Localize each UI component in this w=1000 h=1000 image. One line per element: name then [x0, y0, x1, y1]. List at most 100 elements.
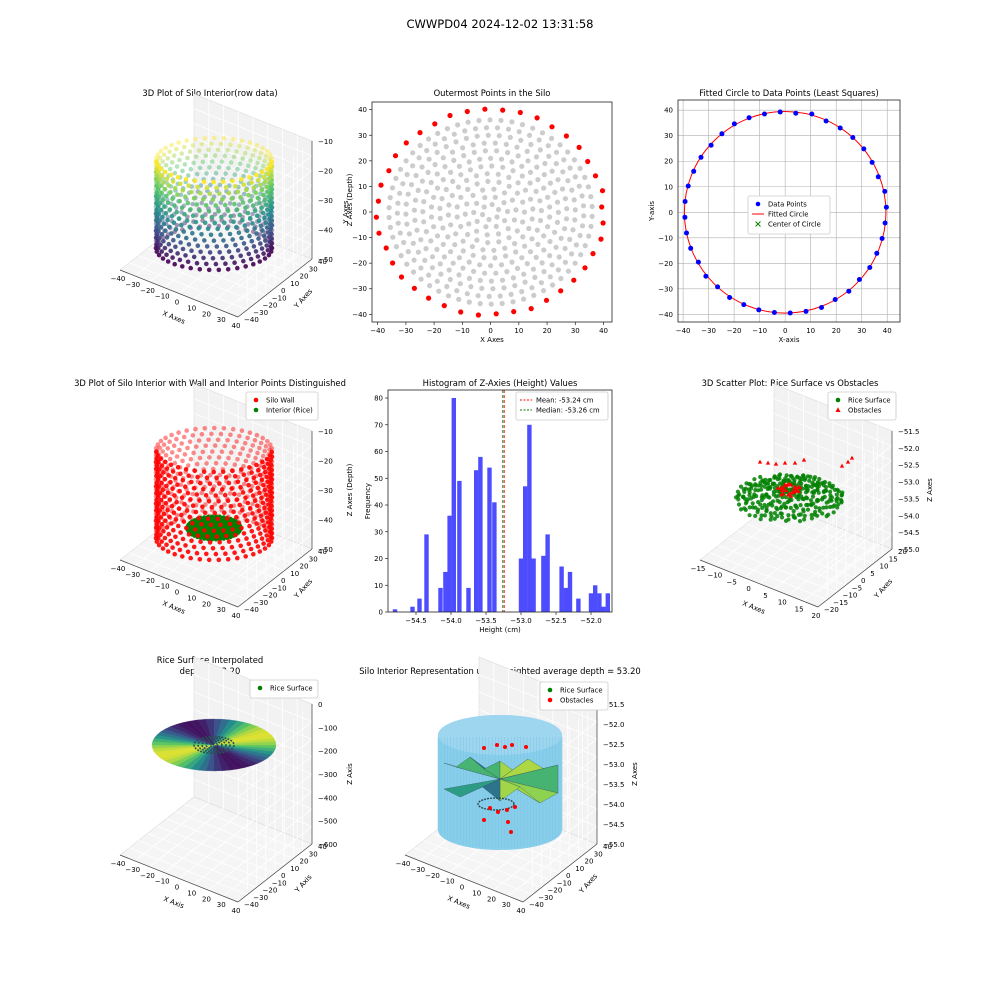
interior-point [386, 205, 392, 211]
interior-point [483, 125, 490, 131]
interior-point [444, 126, 450, 132]
data-point [235, 166, 240, 172]
rice-surface-point [764, 492, 769, 497]
wall-point [265, 520, 271, 525]
interior-point [437, 261, 443, 267]
z-tick-label: 0 [318, 701, 322, 709]
y-axis-label: Y Axis [293, 873, 314, 895]
data-point [682, 199, 688, 204]
data-point [856, 277, 862, 282]
data-point [186, 173, 191, 178]
panel-title: Outermost Points in the Silo [434, 88, 551, 98]
interior-point [522, 243, 528, 249]
rice-surface-point [796, 497, 801, 502]
wall-point [232, 474, 238, 479]
legend-label: Silo Wall [266, 396, 295, 404]
outermost-point [383, 245, 389, 251]
rice-surface-point [816, 484, 821, 489]
wall-point [157, 466, 162, 472]
data-point [267, 221, 273, 227]
interior-point [542, 160, 548, 167]
interior-point [434, 149, 440, 155]
wall-point [257, 445, 262, 451]
wall-point [184, 508, 190, 513]
data-point [191, 196, 197, 201]
rice-surface-point [747, 481, 752, 487]
interior-point [458, 194, 464, 200]
histogram-bar [457, 480, 462, 612]
rice-surface-point [768, 477, 773, 483]
data-point [217, 250, 222, 255]
data-point [179, 222, 184, 228]
y-tick-label: 40 [318, 548, 327, 556]
data-point [168, 248, 173, 254]
interior-point [411, 257, 417, 263]
interior-point [434, 185, 441, 191]
x-tick-label: 40 [599, 327, 608, 335]
interior-point [502, 245, 508, 251]
data-point [246, 192, 251, 198]
interior-point [525, 158, 531, 164]
wall-point [194, 492, 200, 497]
interior-point [559, 186, 566, 192]
rice-point [209, 514, 215, 519]
interior-point [445, 293, 452, 299]
interior-point [539, 260, 545, 266]
rice-surface-point [808, 474, 813, 479]
rice-surface-point [805, 487, 810, 492]
wall-point [263, 469, 268, 475]
wall-point [180, 478, 186, 483]
data-point [253, 165, 258, 171]
y-tick-label: 30 [594, 850, 603, 858]
z-tick-label: −54.0 [898, 512, 919, 520]
x-axis-label: X Axis [162, 895, 185, 911]
interior-point [466, 221, 472, 227]
interior-point [519, 122, 526, 128]
data-point [183, 194, 188, 199]
data-point [230, 178, 235, 184]
rice-surface-ring [197, 737, 231, 753]
interior-point [479, 285, 485, 291]
wall-point [259, 495, 264, 501]
x-tick-label: −40 [676, 327, 691, 335]
outermost-point [373, 214, 379, 220]
histogram-bar [466, 587, 471, 612]
y-axis-line [522, 843, 598, 903]
interior-point [505, 226, 511, 232]
interior-point [554, 199, 561, 205]
obstacle-point [779, 488, 784, 493]
interior-point [419, 164, 425, 170]
z-tick-label: −53.0 [898, 479, 919, 487]
interior-point [508, 291, 514, 297]
y-tick-label: −30 [253, 894, 268, 902]
data-point [185, 259, 191, 265]
wall-point [231, 444, 237, 450]
rice-surface-point [770, 503, 775, 508]
data-point [771, 310, 777, 315]
wall-point [219, 449, 225, 455]
rice-surface-point [802, 513, 807, 519]
interior-point [480, 247, 486, 253]
interior-point [585, 184, 592, 190]
rice-surface-point [762, 484, 767, 489]
gridline [175, 811, 294, 859]
wall-point [217, 481, 222, 486]
x-tick-label: 10 [472, 889, 481, 897]
data-point [157, 218, 162, 223]
data-point [158, 225, 164, 230]
data-point [200, 159, 206, 165]
interior-point [571, 197, 577, 203]
x-tick-label: 0 [746, 585, 750, 593]
rice-surface-point [781, 479, 787, 484]
interior-point [511, 217, 517, 223]
x-tick-label: 20 [832, 327, 841, 335]
wall-point [265, 497, 270, 502]
interior-point [398, 253, 404, 259]
interior-point [389, 185, 396, 191]
data-point [190, 213, 196, 218]
interior-point [460, 145, 466, 151]
wall-point [169, 450, 175, 455]
interior-point [461, 153, 467, 159]
wall-point [247, 430, 253, 436]
wall-point [249, 470, 254, 475]
